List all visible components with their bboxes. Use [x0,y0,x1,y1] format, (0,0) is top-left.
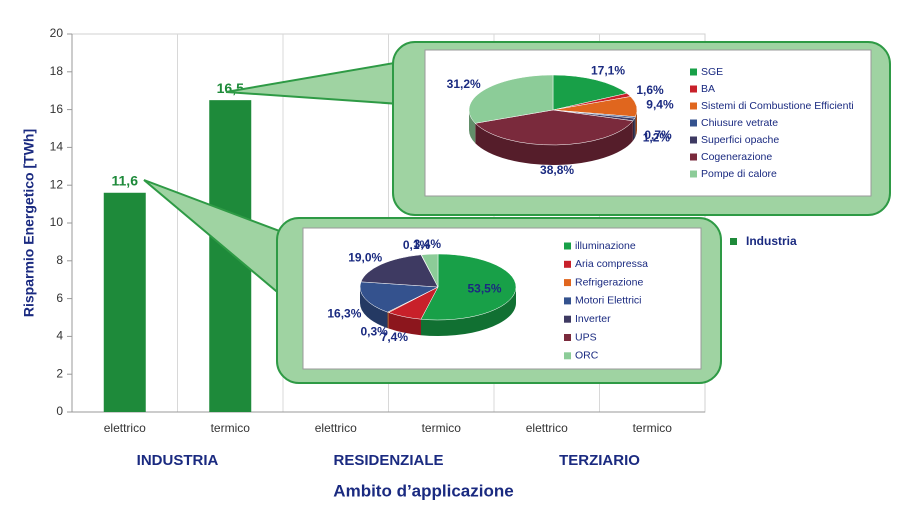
legend-swatch [564,297,571,305]
y-tick-label: 4 [56,329,63,343]
pie-label: 3,4% [414,237,442,251]
pie-label: 0,7% [644,128,672,142]
pie-label: 31,2% [447,77,481,91]
x-tick-label: termico [633,421,673,435]
legend-label: UPS [575,331,597,343]
x-tick-label: elettrico [526,421,568,435]
pie-slice [360,254,439,288]
y-tick-label: 14 [50,140,64,154]
data-label: 11,6 [112,172,139,188]
pie-label: 1,2% [643,130,671,144]
pie-side [388,312,421,336]
legend-swatch [690,170,697,178]
y-tick-label: 0 [56,404,63,418]
pie-label: 0,1% [403,238,431,252]
pie-label: 19,0% [348,250,382,264]
legend-swatch [690,153,697,161]
x-tick-label: termico [211,421,251,435]
pie-slice [474,109,634,146]
group-label: RESIDENZIALE [333,452,443,469]
x-tick-label: elettrico [315,421,357,435]
pie-side [475,120,633,165]
legend-label: Superfici opache [701,134,779,146]
group-label: TERZIARIO [559,452,640,469]
y-tick-label: 10 [50,215,64,229]
y-tick-label: 2 [56,366,63,380]
legend-label: Inverter [575,313,611,325]
legend-swatch [690,136,697,144]
pie-slice [552,74,628,111]
legend-label: Sistemi di Combustione Efficienti [701,100,854,112]
pie-side [632,118,635,141]
y-tick-label: 6 [56,291,63,305]
legend-swatch [690,119,697,127]
group-label: INDUSTRIA [137,452,219,469]
legend-swatch [690,85,697,93]
legend-label: Refrigerazione [575,276,643,288]
y-tick-label: 12 [50,177,64,191]
legend-label: SGE [701,66,723,78]
bar [103,192,146,412]
y-axis-title: Risparmio Energetico [TWh] [21,129,37,317]
legend-label: Pompe di calore [701,168,777,180]
pie-label: 38,8% [540,163,574,177]
legend-label: Industria [746,234,797,248]
pie-label: 7,4% [381,330,409,344]
pie-chart: 53,5% 7,4%0,3% 16,3% 19,0% 0,1%3,4% illuminaz… [327,237,648,361]
pie-label: 53,5% [468,281,502,295]
legend-label: ORC [575,350,599,362]
legend-label: Motori Elettrici [575,295,642,307]
legend-swatch [564,279,571,287]
pie-label: 1,6% [636,83,664,97]
legend-swatch [730,238,737,245]
pie-side [469,110,476,144]
pie-side [360,287,388,329]
pie-chart: 17,1% 1,6%9,4% 0,7%1,2% 38,8% 31,2% SGE BA Sist… [447,64,854,180]
x-axis-title: Ambito d’applicazione [333,481,513,500]
legend-swatch [690,68,697,76]
y-tick-label: 18 [50,64,64,78]
y-tick-label: 20 [50,26,64,40]
pie-side [635,110,637,137]
legend-label: Chiusure vetrate [701,117,778,129]
x-tick-label: elettrico [104,421,146,435]
legend-label: BA [701,83,715,95]
legend-swatch [564,334,571,341]
pie-side [420,287,516,336]
x-tick-label: termico [422,421,462,435]
pie-slice [468,74,554,124]
pie-side [387,312,389,329]
pie-label: 16,3% [327,307,361,321]
legend-label: illuminazione [575,240,636,252]
legend-label: Cogenerazione [701,151,772,163]
legend-swatch [564,260,571,268]
pie-slice [359,281,439,313]
legend-swatch [564,242,571,250]
legend-swatch [690,102,697,110]
pie-side [634,116,636,139]
y-tick-label: 16 [50,102,64,116]
legend-label: Aria compressa [575,258,648,270]
legend-swatch [564,352,571,360]
pie-label: 17,1% [591,64,625,78]
y-tick-label: 8 [56,253,63,267]
pie-label: 9,4% [646,98,674,112]
pie-label: 0,3% [360,324,388,338]
legend-swatch [564,315,571,323]
pie-slice [421,253,439,288]
pie-slice [420,253,517,321]
